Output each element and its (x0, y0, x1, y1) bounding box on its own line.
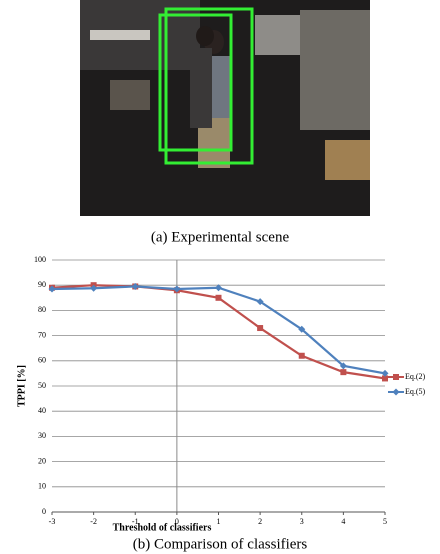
y-tick-label: 50 (38, 381, 46, 390)
legend-label: Eq.(5) (405, 387, 426, 396)
x-tick-label: 3 (300, 517, 304, 526)
x-tick-label: -2 (90, 517, 97, 526)
y-tick-label: 70 (38, 330, 46, 339)
y-axis-label: TPPI [%] (16, 365, 27, 407)
page: (a) Experimental scene (b) Comparison of… (0, 0, 440, 554)
y-tick-label: 10 (38, 482, 46, 491)
y-tick-label: 20 (38, 456, 46, 465)
data-point (340, 369, 346, 375)
photo (80, 0, 370, 216)
chart-caption: (b) Comparison of classifiers (133, 536, 308, 552)
y-tick-label: 0 (42, 507, 46, 516)
x-tick-label: 1 (217, 517, 221, 526)
x-tick-label: 4 (341, 517, 345, 526)
x-tick-label: 0 (175, 517, 179, 526)
x-axis-label: Threshold of classifiers (113, 522, 212, 533)
x-tick-label: 2 (258, 517, 262, 526)
y-tick-label: 30 (38, 431, 46, 440)
y-tick-label: 60 (38, 356, 46, 365)
data-point (299, 353, 305, 359)
photo-caption: (a) Experimental scene (151, 229, 290, 245)
data-point (257, 325, 263, 331)
figure: (a) Experimental scene (b) Comparison of… (0, 0, 440, 554)
y-tick-label: 80 (38, 305, 46, 314)
legend-marker (393, 389, 400, 396)
legend-label: Eq.(2) (405, 372, 426, 381)
x-tick-label: -3 (49, 517, 56, 526)
x-tick-label: 5 (383, 517, 387, 526)
y-tick-label: 100 (34, 255, 46, 264)
legend-marker (393, 374, 399, 380)
y-tick-label: 90 (38, 280, 46, 289)
x-tick-label: -1 (132, 517, 139, 526)
data-point (216, 295, 222, 301)
y-tick-label: 40 (38, 406, 46, 415)
